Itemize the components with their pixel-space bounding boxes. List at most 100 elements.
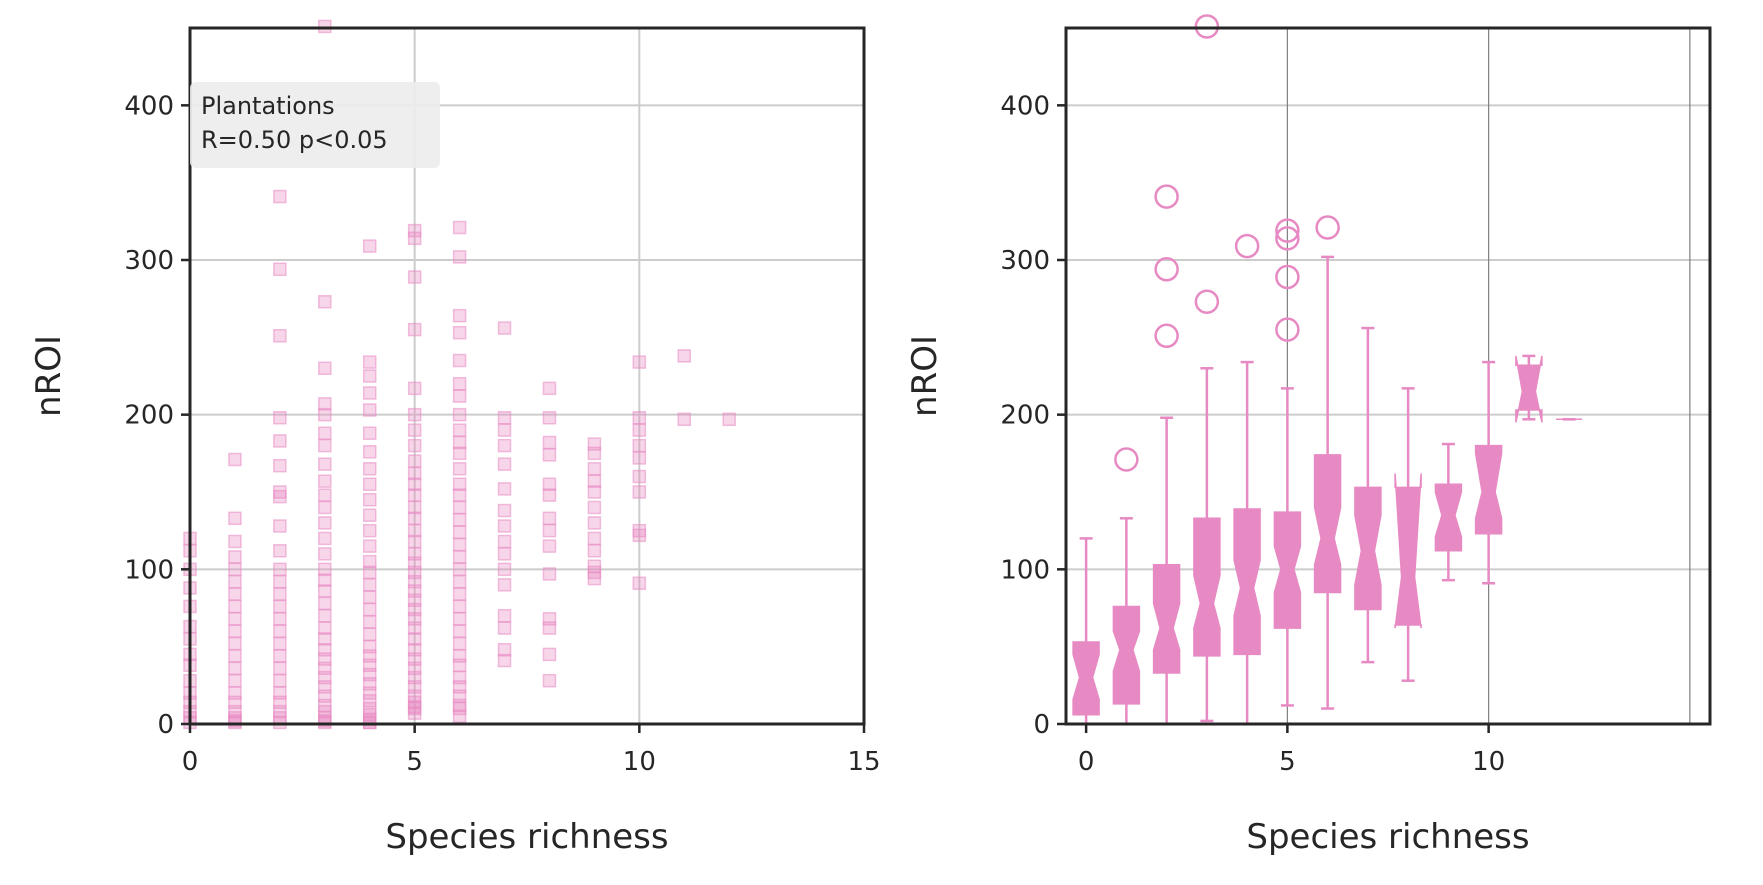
scatter-point — [318, 516, 332, 530]
scatter-point — [318, 488, 332, 502]
scatter-point — [452, 701, 467, 716]
scatter-point — [632, 411, 647, 425]
scatter-point — [587, 544, 602, 558]
scatter-point — [452, 537, 467, 552]
scatter-point — [273, 329, 287, 343]
outlier-point — [1275, 218, 1300, 243]
x-tick-label: 5 — [1279, 747, 1296, 777]
scatter-point — [273, 612, 287, 626]
box-10 — [1474, 360, 1503, 585]
scatter-point — [587, 446, 602, 461]
scatter-point — [542, 621, 557, 635]
scatter-point — [407, 466, 422, 481]
scatter-point — [497, 457, 512, 471]
scatter-point — [407, 523, 422, 538]
scatter-point — [632, 528, 647, 543]
boxplot-boxes — [1072, 14, 1583, 726]
scatter-point — [273, 489, 287, 504]
scatter-point — [452, 709, 467, 724]
box-0 — [1072, 537, 1100, 726]
scatter-point — [407, 438, 422, 453]
outlier-point — [1234, 233, 1260, 259]
scatter-point — [273, 715, 287, 730]
x-tick-label: 10 — [1472, 747, 1505, 777]
scatter-point — [452, 587, 467, 601]
scatter-point — [273, 519, 287, 533]
scatter-point — [497, 321, 512, 335]
scatter-point — [362, 627, 377, 642]
box-5 — [1273, 218, 1302, 707]
box-6 — [1313, 215, 1342, 710]
scatter-point — [318, 531, 332, 546]
scatter-point — [228, 574, 242, 589]
scatter-point — [542, 673, 557, 688]
scatter-point — [452, 423, 467, 437]
scatter-point — [273, 458, 287, 473]
outlier-point — [1154, 184, 1179, 209]
scatter-point — [362, 539, 377, 553]
scatter-point — [362, 355, 377, 369]
box-body — [1233, 508, 1261, 656]
scatter-point — [452, 220, 467, 235]
y-tick-label: 200 — [1000, 401, 1050, 431]
box-body — [1434, 483, 1463, 552]
scatter-point — [677, 349, 692, 363]
x-tick-label: 0 — [182, 747, 199, 777]
outlier-point — [1275, 226, 1300, 251]
scatter-ticks: 0 5 10 15 0 100 200 300 400 — [124, 91, 880, 777]
y-tick-label: 0 — [157, 710, 174, 740]
scatter-point — [542, 647, 557, 662]
scatter-point — [273, 189, 287, 204]
scatter-point — [452, 612, 467, 626]
box-4 — [1233, 233, 1261, 726]
scatter-point — [407, 423, 422, 437]
scatter-point — [407, 270, 422, 284]
scatter-point — [362, 239, 377, 253]
boxplot-y-axis-label: nROI — [905, 335, 945, 417]
scatter-point — [452, 550, 467, 564]
scatter-point — [632, 469, 647, 484]
scatter-point — [362, 445, 377, 459]
y-tick-label: 400 — [124, 91, 174, 121]
box-body — [1515, 355, 1543, 423]
scatter-point — [273, 544, 287, 558]
x-tick-label: 0 — [1078, 747, 1095, 777]
scatter-point — [452, 525, 467, 539]
scatter-point — [407, 407, 422, 422]
scatter-point — [497, 423, 512, 437]
scatter-point — [452, 376, 467, 391]
scatter-point — [452, 500, 467, 515]
scatter-point — [497, 411, 512, 425]
scatter-point — [497, 621, 512, 635]
outlier-point — [1275, 317, 1300, 342]
scatter-point — [228, 636, 242, 651]
scatter-point — [407, 500, 422, 515]
scatter-point — [273, 599, 287, 614]
scatter-point — [407, 534, 422, 549]
scatter-point — [318, 608, 332, 623]
box-body — [1394, 473, 1422, 629]
scatter-point — [362, 565, 377, 580]
scatter-point — [452, 513, 467, 527]
scatter-point — [228, 550, 242, 564]
scatter-point — [542, 381, 557, 396]
scatter-point — [407, 322, 422, 337]
scatter-point — [318, 584, 332, 598]
scatter-point — [362, 686, 377, 700]
scatter-point — [407, 223, 422, 238]
scatter-point — [228, 612, 242, 626]
box-2 — [1152, 184, 1181, 726]
box-3 — [1193, 14, 1221, 723]
scatter-point — [273, 649, 287, 663]
scatter-point — [542, 523, 557, 538]
scatter-point — [587, 474, 602, 488]
scatter-point — [452, 636, 467, 651]
box-body — [1072, 641, 1100, 716]
y-tick-label: 100 — [1000, 555, 1050, 585]
scatter-point — [407, 231, 422, 246]
scatter-point — [362, 523, 377, 538]
legend-stats: R=0.50 p<0.05 — [201, 126, 388, 154]
scatter-point — [318, 596, 332, 611]
box-8 — [1394, 387, 1422, 682]
scatter-point — [587, 531, 602, 546]
